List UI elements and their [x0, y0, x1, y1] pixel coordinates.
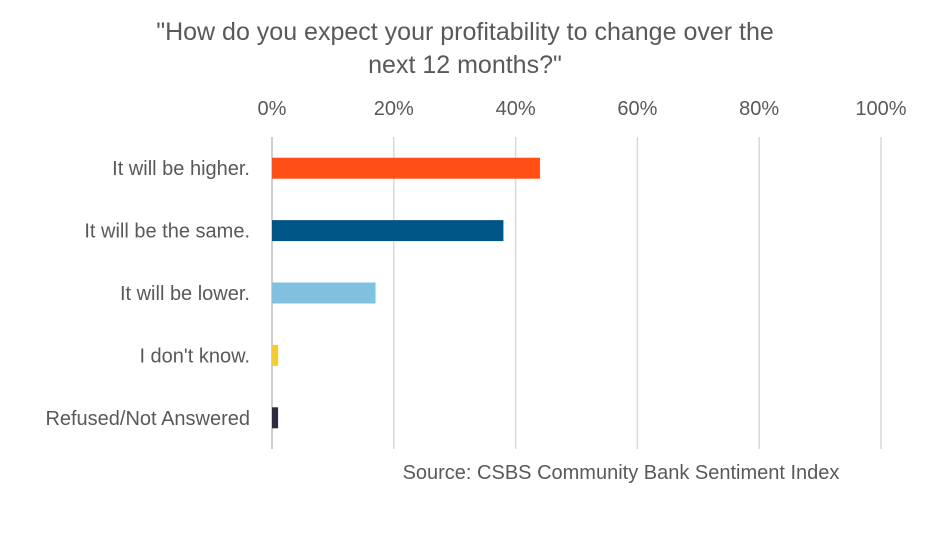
bar	[272, 220, 504, 242]
bar	[272, 407, 279, 429]
category-label: I don't know.	[139, 345, 250, 367]
x-tick-label: 0%	[258, 98, 287, 120]
category-label: It will be the same.	[84, 221, 250, 243]
category-label: It will be lower.	[120, 283, 250, 305]
chart-title-line-2: next 12 months?"	[368, 51, 562, 79]
x-tick-label: 20%	[374, 98, 414, 120]
category-labels: It will be higher. It will be the same. It…	[45, 158, 250, 430]
chart-title: "How do you expect your profitability to…	[156, 18, 774, 79]
category-label: Refused/Not Answered	[45, 408, 250, 430]
bar	[272, 157, 540, 179]
category-label: It will be higher.	[112, 158, 250, 180]
x-tick-label: 60%	[617, 98, 657, 120]
chart-title-line-1: "How do you expect your profitability to…	[156, 18, 774, 46]
bars	[272, 157, 540, 429]
x-tick-label: 40%	[496, 98, 536, 120]
x-tick-label: 100%	[855, 98, 906, 120]
x-tick-label: 80%	[739, 98, 779, 120]
x-axis-tick-labels: 0% 20% 40% 60% 80% 100%	[258, 98, 907, 120]
source-note: Source: CSBS Community Bank Sentiment In…	[403, 462, 840, 484]
bar	[272, 282, 376, 304]
bar	[272, 344, 279, 366]
gridlines	[271, 137, 882, 449]
